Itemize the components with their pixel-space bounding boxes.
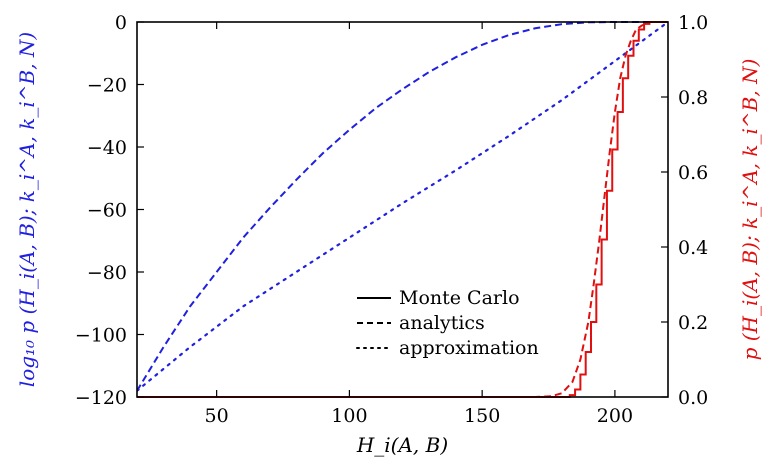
series-line-right-solid xyxy=(137,21,668,398)
left-y-tick-label: −120 xyxy=(75,387,127,409)
right-y-tick-label: 0.8 xyxy=(678,87,708,109)
legend-label: approximation xyxy=(399,337,539,359)
left-y-tick-label: −20 xyxy=(87,75,127,97)
left-y-tick-label: −40 xyxy=(87,137,127,159)
left-y-tick-label: −80 xyxy=(87,262,127,284)
left-y-tick-label: 0 xyxy=(115,12,127,34)
right-y-tick-label: 0.0 xyxy=(678,387,708,409)
right-y-axis-ticks: 0.0 0.2 0.4 0.6 0.8 1.0 xyxy=(661,12,708,409)
series-layer xyxy=(137,20,668,398)
series-line-left-dotted xyxy=(137,20,668,392)
right-y-tick-label: 0.6 xyxy=(678,162,708,184)
x-tick-label: 100 xyxy=(331,405,367,427)
right-y-tick-label: 0.4 xyxy=(678,237,708,259)
legend: Monte Carlo analytics approximation xyxy=(356,287,539,359)
series-line-left-dashed xyxy=(137,21,668,392)
right-y-tick-label: 0.2 xyxy=(678,312,708,334)
x-tick-label: 200 xyxy=(597,405,633,427)
left-y-axis-ticks: 0 −20 −40 −60 −80 −100 −120 xyxy=(75,12,144,409)
right-y-tick-label: 1.0 xyxy=(678,12,708,34)
x-axis-label: H_i(A, B) xyxy=(356,433,448,457)
left-y-tick-label: −60 xyxy=(87,200,127,222)
legend-label: Monte Carlo xyxy=(399,287,520,309)
x-tick-label: 50 xyxy=(205,405,229,427)
x-tick-label: 150 xyxy=(464,405,500,427)
legend-label: analytics xyxy=(399,312,485,334)
left-y-axis-label: log₁₀ p (H_i(A, B); k_i^A, k_i^B, N) xyxy=(15,32,39,387)
right-y-axis-label: p (H_i(A, B); k_i^A, k_i^B, N) xyxy=(738,59,762,361)
x-axis-ticks: 50 100 150 200 xyxy=(205,22,633,427)
left-y-tick-label: −100 xyxy=(75,325,127,347)
series-line-right-dashed xyxy=(137,21,668,398)
